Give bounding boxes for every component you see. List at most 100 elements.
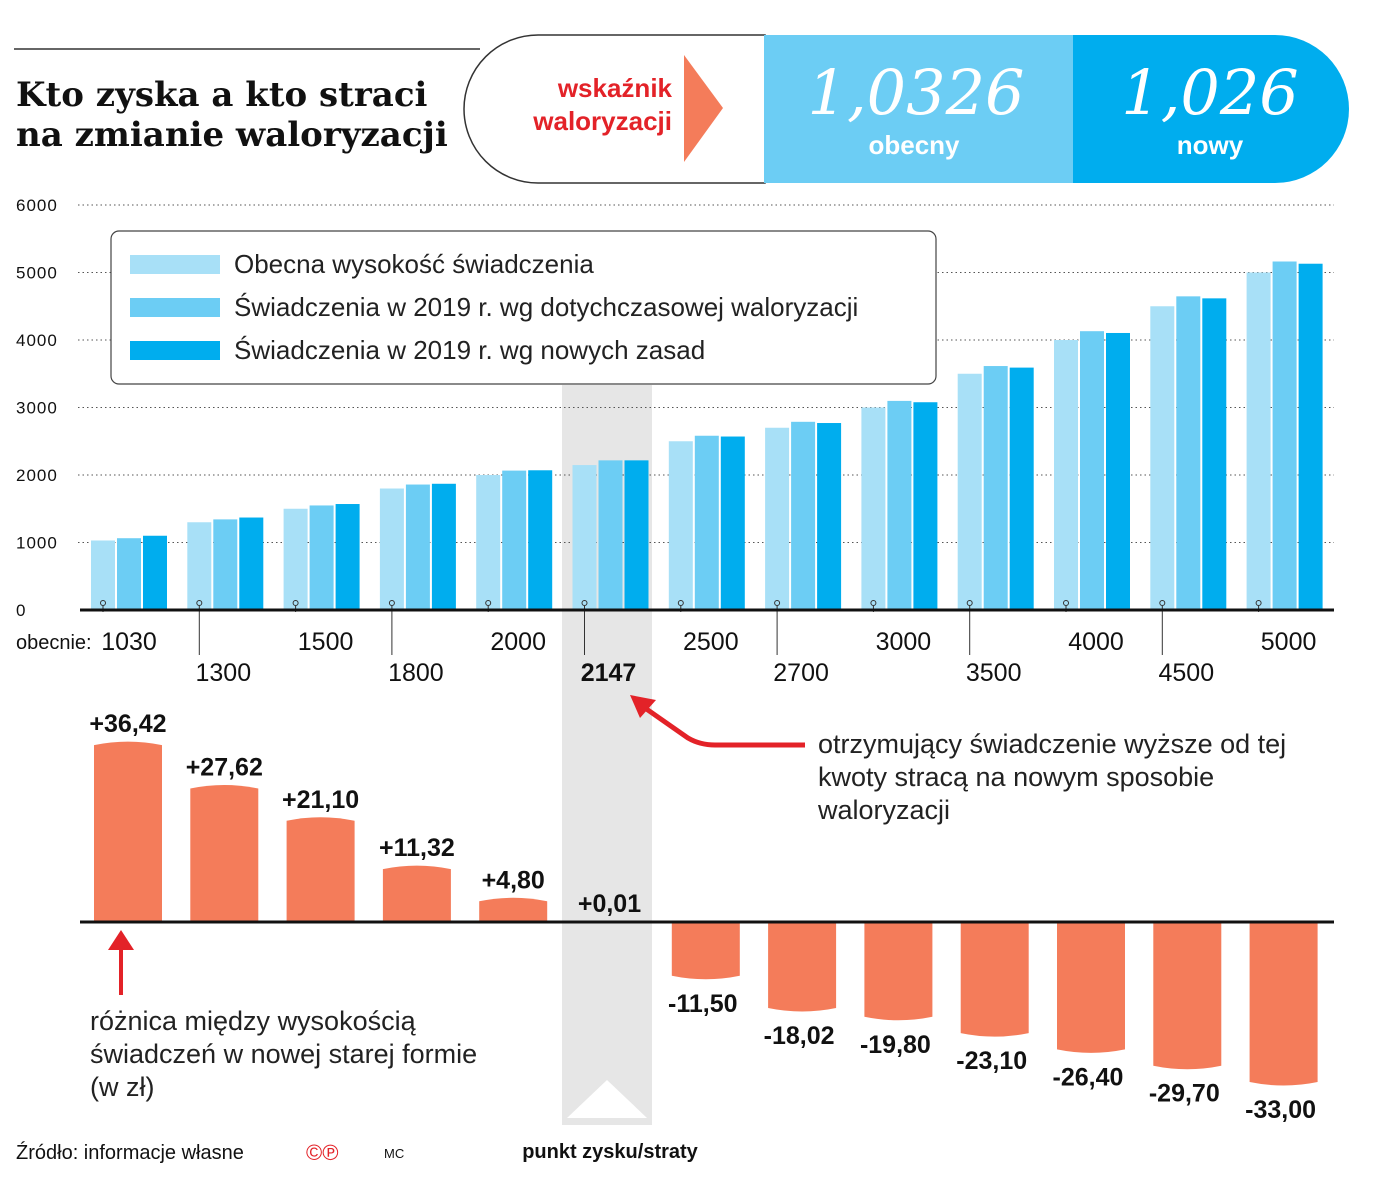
y-tick-label: 2000 — [16, 466, 58, 485]
diff-bar-2700 — [768, 922, 837, 1012]
legend-label: Świadczenia w 2019 r. wg nowych zasad — [234, 335, 705, 365]
x-tick-label: 2700 — [773, 659, 829, 687]
arrow-right-icon — [684, 55, 723, 162]
diff-data-label: +4,80 — [482, 866, 545, 894]
source-text: Źródło: informacje własne — [16, 1141, 244, 1164]
bar-2000-series-3 — [528, 470, 553, 610]
diff-bar-2000 — [479, 897, 548, 922]
tick-marker — [388, 600, 395, 606]
bar-3000-series-1 — [861, 407, 886, 610]
diff-bar-4000 — [1057, 922, 1125, 1053]
x-tick-label: 1500 — [298, 628, 354, 656]
loss-arrow — [643, 705, 805, 748]
diff-data-label: +0,01 — [578, 890, 641, 918]
tick-marker — [966, 600, 973, 606]
bar-1500-series-2 — [309, 505, 334, 610]
legend-label: Świadczenia w 2019 r. wg dotychczasowej … — [234, 292, 858, 322]
diff-data-label: -26,40 — [1053, 1063, 1124, 1091]
tick-marker — [485, 600, 492, 606]
bar-1030-series-1 — [91, 540, 115, 610]
indicator-new-label: nowy — [1177, 130, 1244, 160]
tick-marker — [100, 600, 106, 606]
x-tick-label: 1030 — [101, 628, 157, 656]
indicator-label: waloryzacji — [532, 106, 672, 136]
indicator-current-box — [764, 35, 1074, 183]
diff-data-label: +11,32 — [379, 834, 455, 862]
page-title: Kto zyska a kto straci — [16, 75, 428, 115]
bar-3000-series-2 — [887, 400, 912, 610]
bar-4500-series-3 — [1202, 298, 1227, 610]
x-tick-label: 2147 — [581, 659, 637, 687]
bar-1300-series-3 — [239, 517, 264, 610]
legend-swatch — [130, 255, 220, 274]
diff-bar-1500 — [286, 817, 355, 922]
diff-data-label: +27,62 — [186, 754, 263, 782]
bar-4000-series-3 — [1106, 332, 1130, 610]
loss-note: otrzymujący świadczenie wyższe od tej — [818, 729, 1286, 759]
bar-2500-series-1 — [668, 441, 693, 610]
x-tick-label: 2500 — [683, 628, 739, 656]
x-tick-label: 4000 — [1068, 628, 1124, 656]
tick-marker — [1063, 600, 1069, 606]
diff-bar-3500 — [960, 922, 1029, 1037]
diff-bar-1300 — [190, 785, 259, 922]
y-tick-label: 5000 — [16, 264, 58, 283]
author-initials: MC — [384, 1146, 404, 1161]
diff-data-label: -33,00 — [1245, 1096, 1316, 1124]
legend-label: Obecna wysokość świadczenia — [234, 249, 594, 279]
bar-5000-series-1 — [1246, 272, 1271, 610]
y-tick-label: 6000 — [16, 196, 58, 215]
x-tick-label: 1800 — [388, 659, 444, 687]
indicator-current-label: obecny — [868, 130, 960, 160]
legend — [110, 230, 937, 385]
bar-1500-series-3 — [335, 504, 360, 610]
bar-2700-series-3 — [817, 423, 842, 610]
tick-marker — [292, 600, 299, 606]
bar-5000-series-2 — [1272, 261, 1297, 610]
bar-1300-series-1 — [187, 522, 212, 610]
tick-marker — [196, 600, 203, 606]
bar-1800-series-1 — [379, 488, 404, 610]
x-tick-label: 2000 — [490, 628, 546, 656]
bar-2147-series-2 — [598, 460, 623, 610]
tick-marker — [870, 600, 877, 606]
y-tick-label: 4000 — [16, 331, 58, 350]
bar-1800-series-2 — [405, 484, 430, 610]
diff-data-label: -23,10 — [956, 1047, 1027, 1075]
bar-2500-series-3 — [720, 436, 745, 610]
bar-3500-series-1 — [957, 373, 982, 610]
x-tick-label: 3500 — [966, 659, 1022, 687]
bar-4500-series-1 — [1150, 306, 1175, 610]
diff-data-label: -19,80 — [860, 1031, 931, 1059]
diff-bar-4500 — [1153, 922, 1222, 1070]
bar-2147-series-3 — [624, 460, 649, 610]
bar-2700-series-1 — [765, 427, 790, 610]
bar-4000-series-2 — [1080, 331, 1104, 610]
loss-note: kwoty stracą na nowym sposobie — [818, 762, 1214, 792]
loss-note: waloryzacji — [817, 795, 950, 825]
diff-data-label: -11,50 — [668, 990, 738, 1018]
indicator-label: wskaźnik — [557, 73, 673, 103]
bar-2147-series-1 — [572, 465, 597, 610]
bar-4500-series-2 — [1176, 296, 1201, 610]
indicator-new-box — [1073, 35, 1349, 183]
bar-4000-series-1 — [1054, 340, 1078, 610]
tick-marker — [581, 600, 588, 606]
bar-1030-series-2 — [117, 538, 141, 610]
publisher-logo: ©℗ — [306, 1140, 338, 1165]
bar-1500-series-1 — [283, 508, 308, 610]
bar-3500-series-2 — [983, 366, 1008, 610]
diff-bar-2500 — [671, 922, 740, 980]
band-triangle-icon — [567, 1080, 647, 1118]
tick-marker — [677, 600, 684, 606]
diff-note: świadczeń w nowej starej formie — [90, 1039, 477, 1069]
x-prefix-label: obecnie: — [16, 632, 92, 654]
x-tick-label: 1300 — [195, 659, 251, 687]
arrow-head-icon — [630, 695, 656, 718]
x-tick-label: 4500 — [1158, 659, 1214, 687]
bar-2000-series-1 — [476, 475, 501, 610]
diff-bar-1800 — [382, 865, 451, 922]
x-tick-label: 3000 — [876, 628, 932, 656]
bar-2700-series-2 — [791, 421, 816, 610]
